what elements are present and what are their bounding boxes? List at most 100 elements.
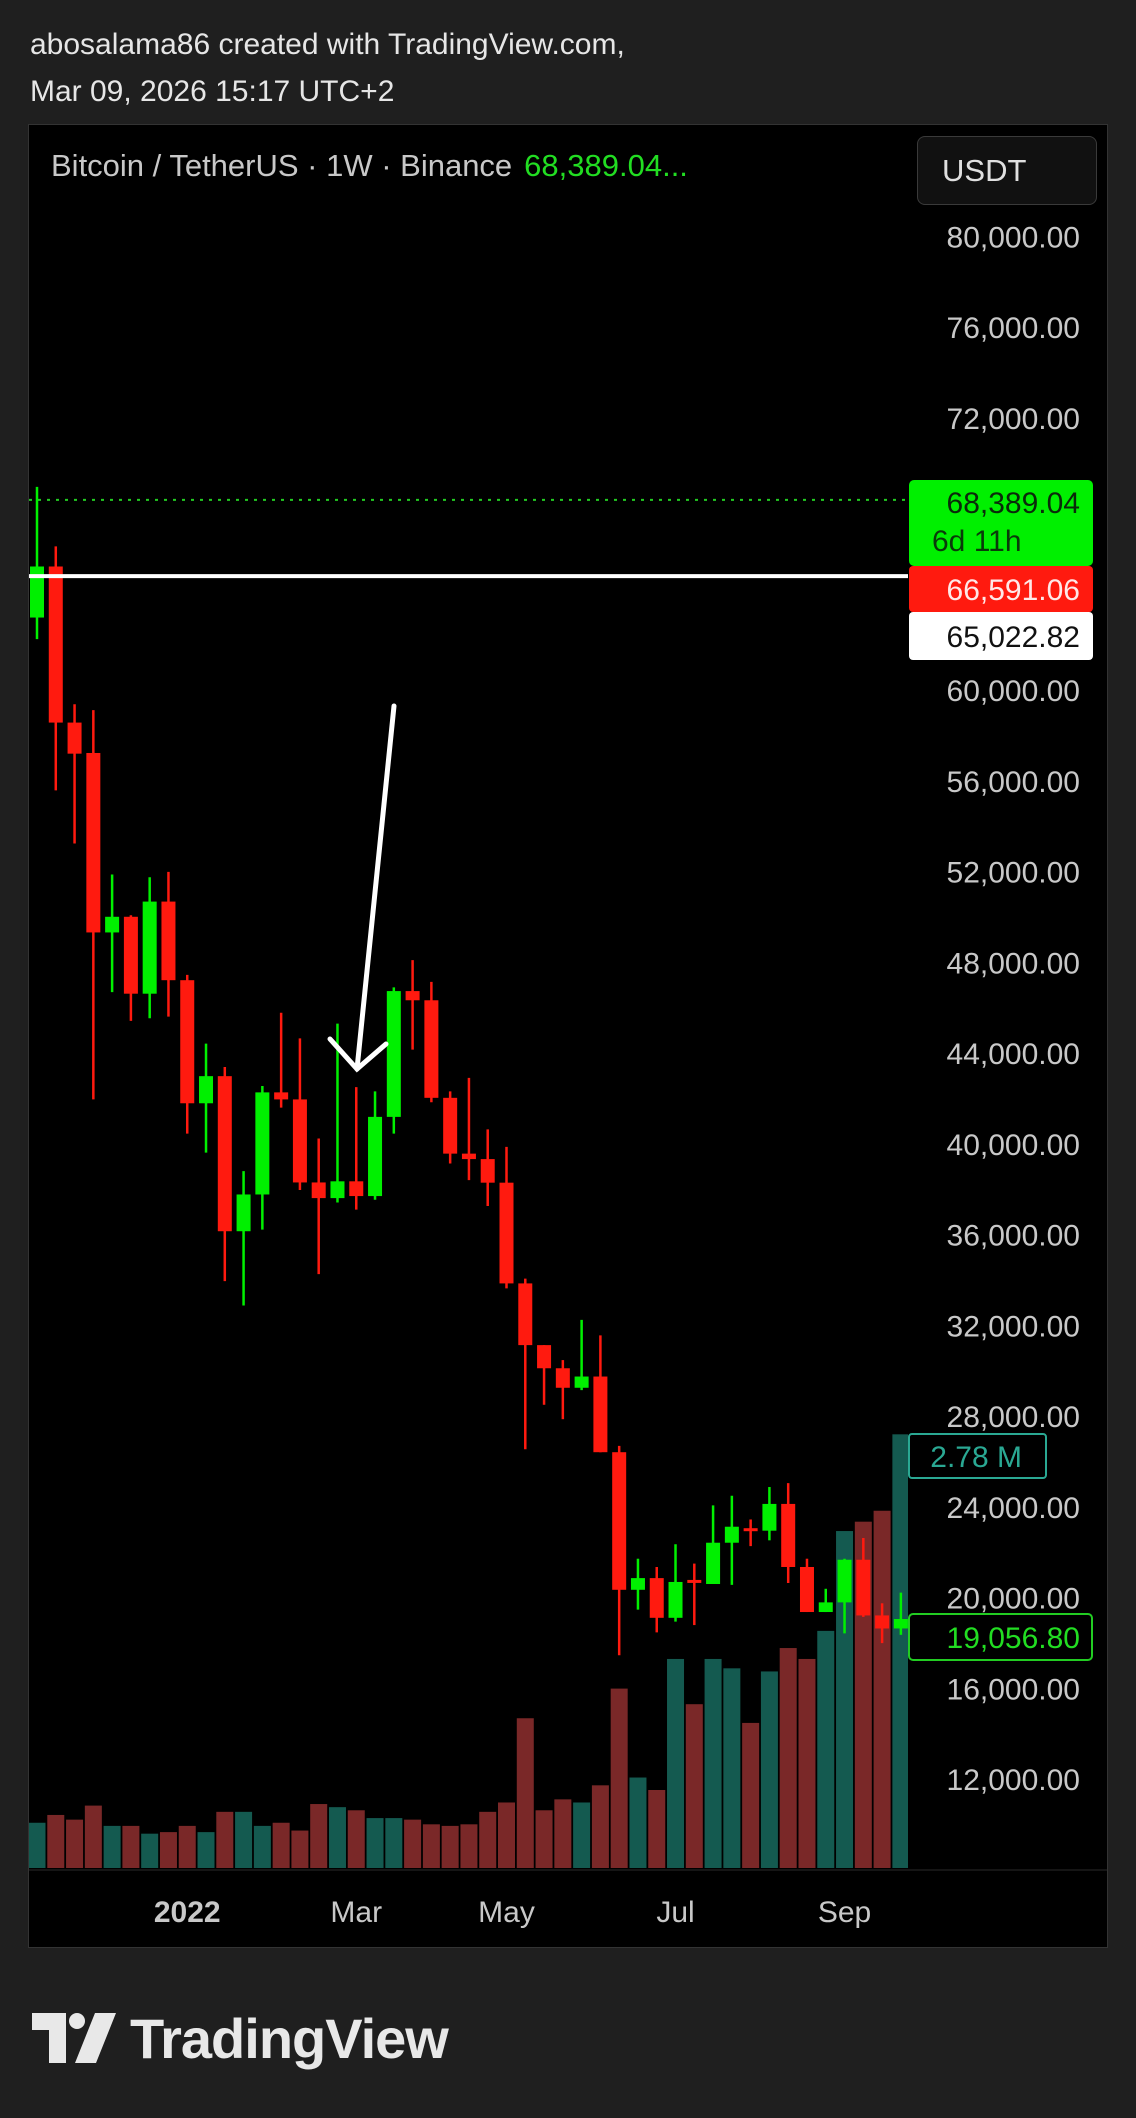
last-price-label: 68,389.04 6d 11h	[909, 480, 1093, 566]
volume-bar	[366, 1818, 384, 1868]
price-tick-label: 24,000.00	[947, 1492, 1080, 1525]
volume-bar	[310, 1804, 328, 1868]
candle-body	[386, 991, 401, 1117]
candle-body	[255, 1092, 270, 1195]
volume-bar	[479, 1811, 497, 1868]
volume-label: 2.78 M	[908, 1433, 1047, 1479]
volume-bar	[328, 1807, 346, 1868]
candle-body	[405, 991, 420, 1001]
candle-body	[555, 1368, 570, 1388]
volume-bar	[122, 1825, 140, 1868]
timestamp-line: Mar 09, 2026 15:17 UTC+2	[30, 75, 395, 108]
tradingview-logo: TradingView	[32, 2007, 449, 2070]
volume-bar	[141, 1833, 159, 1868]
candle-body	[461, 1153, 476, 1160]
volume-bar	[291, 1830, 309, 1868]
candle-body	[668, 1581, 683, 1618]
time-tick-label: 2022	[154, 1896, 221, 1929]
volume-bar	[422, 1824, 440, 1868]
candle-body	[518, 1283, 533, 1346]
currency-button[interactable]: USDT	[917, 136, 1097, 205]
volume-bar	[685, 1704, 703, 1868]
candle-body	[537, 1345, 552, 1369]
volume-bar	[760, 1671, 778, 1868]
candles	[30, 486, 908, 1656]
time-axis: 2022 Mar May Jul Sep	[154, 1896, 871, 1929]
candle-body	[30, 566, 44, 618]
volume-bar	[667, 1658, 685, 1868]
legend-last-price: 68,389.04...	[524, 148, 688, 183]
time-tick-label: Mar	[330, 1896, 382, 1929]
volume-bar	[385, 1818, 403, 1868]
hline-price-value: 65,022.82	[947, 621, 1080, 654]
red-price-value: 66,591.06	[947, 574, 1080, 607]
candle-body	[875, 1615, 890, 1629]
price-tick-label: 60,000.00	[947, 675, 1080, 708]
volume-bar	[554, 1799, 572, 1868]
volume-bars	[29, 1434, 908, 1868]
price-tick-label: 36,000.00	[947, 1220, 1080, 1253]
candle-body	[236, 1194, 251, 1232]
red-price-label: 66,591.06	[909, 566, 1093, 612]
volume-bar	[535, 1810, 553, 1868]
time-tick-label: Jul	[656, 1896, 694, 1929]
symbol-legend[interactable]: Bitcoin / TetherUS · 1W · Binance 68,389.…	[51, 148, 688, 184]
volume-bar	[723, 1668, 741, 1868]
candle-body	[743, 1528, 758, 1532]
volume-bar	[836, 1531, 854, 1868]
candle-body	[612, 1452, 627, 1590]
candle-body	[105, 916, 120, 933]
volume-bar	[347, 1810, 365, 1868]
volume-bar	[779, 1648, 797, 1868]
volume-bar	[498, 1802, 515, 1868]
symbol-title: Bitcoin / TetherUS · 1W · Binance	[51, 148, 513, 183]
candle-body	[856, 1559, 871, 1616]
volume-bar	[648, 1790, 666, 1868]
candle-body	[762, 1503, 777, 1531]
candle-body	[311, 1182, 326, 1199]
price-tick-label: 80,000.00	[947, 221, 1080, 254]
volume-bar	[235, 1811, 253, 1868]
volume-bar	[253, 1825, 271, 1868]
volume-bar	[159, 1832, 177, 1868]
candle-body	[142, 901, 157, 994]
candle-body	[687, 1579, 702, 1583]
volume-bar	[47, 1814, 65, 1868]
price-axis: 80,000.00 76,000.00 72,000.00 60,000.00 56,0…	[947, 221, 1080, 1797]
price-tick-label: 48,000.00	[947, 947, 1080, 980]
price-tick-label: 12,000.00	[947, 1764, 1080, 1797]
last-price-value: 68,389.04	[947, 487, 1080, 520]
candle-body	[424, 1000, 439, 1098]
volume-bar	[629, 1777, 647, 1868]
time-tick-label: Sep	[818, 1896, 871, 1929]
volume-bar	[197, 1832, 215, 1868]
volume-bar	[178, 1825, 196, 1868]
candle-body	[292, 1099, 307, 1183]
volume-bar	[516, 1718, 534, 1868]
volume-bar	[610, 1688, 628, 1868]
candle-body	[86, 752, 101, 933]
price-tick-label: 16,000.00	[947, 1673, 1080, 1706]
author-line: abosalama86 created with TradingView.com…	[30, 28, 625, 61]
price-tick-label: 28,000.00	[947, 1401, 1080, 1434]
volume-bar	[817, 1630, 835, 1868]
visible-close-label: 19,056.80	[908, 1613, 1093, 1661]
candle-body	[649, 1578, 664, 1618]
candle-body	[499, 1182, 514, 1284]
candle-body	[161, 901, 176, 981]
candle-body	[349, 1181, 364, 1197]
volume-bar	[873, 1510, 891, 1868]
visible-close-value: 19,056.80	[947, 1622, 1080, 1655]
candle-body	[593, 1376, 608, 1453]
volume-bar	[798, 1658, 816, 1868]
volume-bar	[84, 1805, 102, 1868]
volume-bar	[216, 1811, 234, 1868]
price-tick-label: 44,000.00	[947, 1038, 1080, 1071]
candle-body	[48, 566, 63, 723]
volume-bar	[404, 1819, 422, 1868]
candle-body	[574, 1376, 589, 1388]
bar-countdown: 6d 11h	[932, 525, 1022, 558]
volume-bar	[591, 1785, 609, 1868]
arrow-drawing[interactable]	[327, 703, 397, 1073]
